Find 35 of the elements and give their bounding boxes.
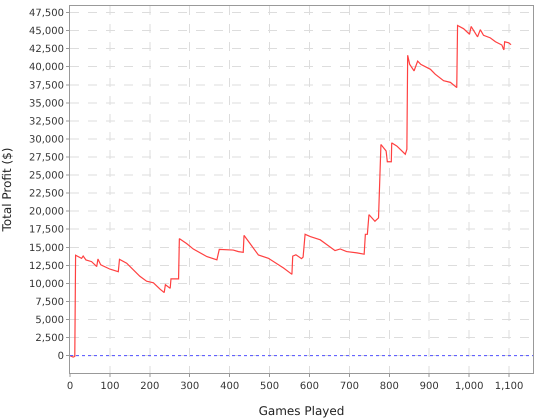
y-tick-label: 25,000	[29, 170, 64, 182]
x-tick-label: 0	[66, 381, 74, 392]
x-tick-label: 200	[140, 381, 160, 392]
x-tick-label: 1,000	[454, 381, 484, 392]
x-axis-title: Games Played	[258, 404, 344, 418]
y-tick-label: 40,000	[29, 62, 64, 74]
line-series	[70, 24, 512, 358]
x-tick-label: 500	[260, 381, 280, 392]
y-tick-label: 5,000	[35, 315, 64, 326]
y-tick-label: 12,500	[29, 260, 64, 272]
x-tick-label: 1,100	[494, 381, 524, 392]
y-tick-label: 20,000	[29, 206, 64, 218]
x-tick-label: 900	[420, 381, 439, 392]
y-tick-label: 32,500	[29, 116, 64, 128]
y-tick-label: 30,000	[29, 134, 64, 146]
y-tick-label: 7,500	[35, 296, 64, 308]
x-tick-label: 400	[220, 381, 240, 392]
y-tick-label: 37,500	[29, 80, 64, 92]
y-tick-label: 35,000	[29, 98, 64, 110]
y-tick-label: 45,000	[29, 26, 64, 38]
x-tick-label: 700	[340, 381, 359, 392]
y-tick-label: 17,500	[29, 224, 64, 236]
y-tick-label: 15,000	[29, 242, 64, 254]
y-tick-label: 2,500	[35, 333, 64, 344]
y-tick-label: 0	[58, 351, 64, 362]
x-tick-label: 800	[380, 381, 399, 392]
y-axis-title: Total Profit ($)	[0, 148, 14, 232]
x-tick-label: 100	[100, 381, 120, 392]
y-tick-label: 10,000	[29, 278, 64, 290]
y-tick-label: 47,500	[29, 8, 64, 19]
y-tick-label: 42,500	[29, 44, 64, 56]
y-tick-label: 22,500	[29, 188, 64, 200]
x-tick-label: 300	[180, 381, 200, 392]
y-tick-label: 27,500	[29, 152, 64, 164]
x-tick-label: 600	[300, 381, 320, 392]
